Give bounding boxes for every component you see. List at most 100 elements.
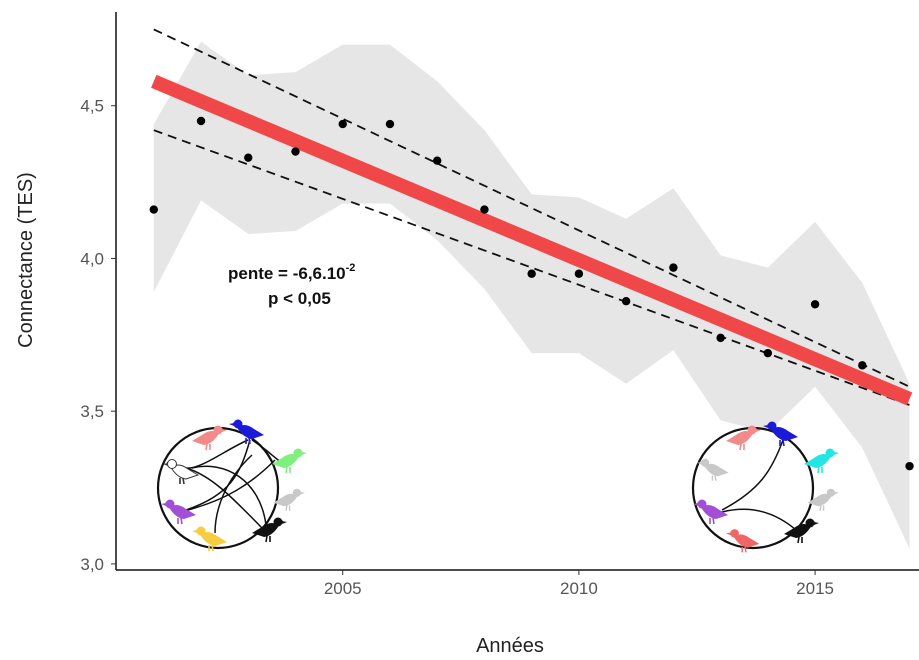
ci-upper-line	[153, 28, 910, 388]
data-points-layer	[149, 116, 914, 471]
bird-beak	[300, 491, 305, 495]
y-tick-label: 3,0	[80, 555, 104, 574]
bird-legs	[819, 505, 825, 511]
bird-legs	[709, 517, 715, 525]
slope-annotation-text: pente = -6,6.10	[228, 264, 346, 283]
bird-legs	[245, 437, 251, 445]
data-point	[244, 153, 253, 162]
data-point	[196, 116, 206, 126]
bird-legs	[779, 439, 785, 447]
bird-icon	[804, 448, 839, 474]
bird-head	[167, 459, 177, 469]
network-inset-late	[691, 421, 839, 553]
data-point	[149, 205, 158, 214]
network-link	[185, 439, 251, 511]
x-tick-label: 2005	[324, 579, 362, 598]
network-link	[187, 459, 276, 511]
y-axis-title: Connectance (TES)	[15, 172, 37, 348]
variability-band	[153, 41, 910, 549]
bird-beak	[163, 463, 168, 466]
bird-legs	[205, 443, 211, 451]
trend-line-layer	[151, 74, 913, 406]
bird-icon	[252, 517, 287, 543]
bird-icon	[784, 518, 819, 544]
bird-legs	[739, 443, 745, 451]
bird-legs	[177, 517, 183, 525]
data-point	[291, 147, 300, 156]
data-point	[527, 269, 536, 278]
bird-legs	[711, 475, 717, 481]
bird-head	[747, 425, 757, 435]
data-point	[669, 263, 678, 272]
bird-legs	[265, 535, 271, 543]
network-link	[214, 454, 253, 534]
data-point	[574, 269, 584, 278]
network-link	[721, 439, 784, 511]
bird-icon	[272, 448, 307, 474]
trend-line	[151, 74, 913, 406]
bird-head	[273, 517, 283, 527]
bird-head	[213, 425, 223, 435]
tick-labels: 2005 2010 2015 3,0 3,5 4,0 4,5	[80, 97, 834, 598]
bird-beak	[161, 503, 166, 506]
data-point	[810, 300, 820, 309]
bird-icon	[273, 488, 305, 511]
data-point	[905, 461, 914, 471]
data-point	[763, 348, 773, 358]
bird-legs	[741, 546, 747, 553]
data-point	[716, 333, 725, 343]
bird-icon	[161, 499, 196, 525]
variability-band-layer	[153, 41, 910, 549]
x-tick-label: 2015	[796, 579, 834, 598]
bird-head	[697, 499, 707, 509]
data-point	[338, 119, 347, 129]
bird-head	[730, 529, 739, 538]
y-tick-label: 3,5	[80, 402, 104, 421]
bird-beak	[222, 429, 227, 432]
bird-head	[196, 526, 206, 536]
bird-beak	[282, 521, 287, 524]
bird-head	[826, 488, 835, 497]
x-axis-title: Années	[476, 635, 544, 657]
bird-legs	[285, 505, 291, 511]
axes	[115, 12, 919, 571]
bird-head	[292, 488, 301, 497]
bird-icon	[726, 529, 760, 553]
bird-legs	[817, 466, 823, 474]
network-link	[721, 508, 797, 531]
slope-annotation-exponent: -2	[346, 262, 356, 274]
bird-head	[701, 458, 710, 467]
bird-head	[825, 448, 835, 458]
bird-beak	[192, 530, 197, 533]
slope-annotation: pente = -6,6.10-2	[228, 262, 355, 283]
bird-head	[233, 419, 243, 429]
bird-icon	[726, 425, 761, 451]
network-link	[185, 467, 263, 529]
confidence-interval-layer	[153, 28, 910, 406]
bird-icon	[192, 425, 227, 451]
bird-beak	[763, 425, 768, 428]
bird-legs	[208, 544, 214, 552]
data-point	[433, 156, 442, 165]
bird-beak	[834, 452, 839, 455]
bird-legs	[285, 466, 291, 474]
y-tick-label: 4,0	[80, 249, 104, 268]
p-value-annotation: p < 0,05	[268, 289, 331, 308]
bird-icon	[697, 458, 729, 481]
bird-beak	[697, 461, 702, 465]
y-tick-label: 4,5	[80, 97, 104, 116]
data-point	[621, 297, 631, 306]
data-point	[385, 119, 395, 129]
network-inset-early	[156, 419, 307, 552]
bird-head	[293, 448, 303, 458]
bird-head	[165, 499, 175, 509]
bird-icon	[192, 526, 227, 552]
bird-icon	[763, 421, 798, 447]
bird-legs	[797, 536, 803, 544]
x-tick-label: 2010	[560, 579, 598, 598]
bird-icon	[693, 499, 728, 525]
bird-beak	[302, 452, 307, 455]
bird-legs	[179, 477, 185, 485]
bird-beak	[834, 491, 839, 495]
